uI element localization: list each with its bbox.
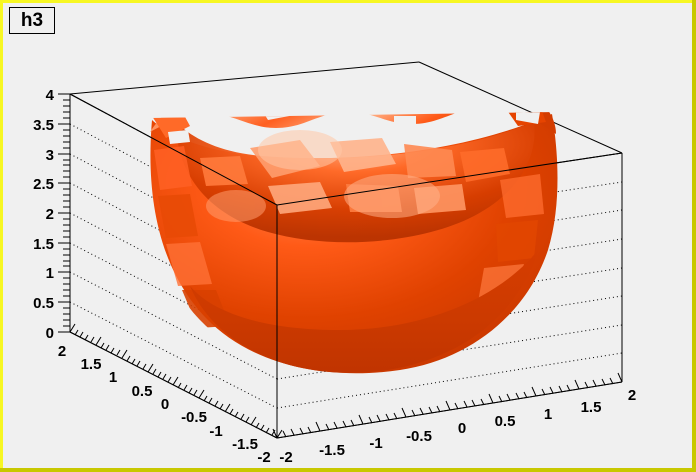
x-tick-label: 0.5	[495, 413, 516, 430]
x-axis-tick-labels: -2 -1.5 -1 -0.5 0 0.5 1 1.5 2	[279, 387, 636, 466]
x-tick-label: 0	[458, 420, 466, 437]
bounding-box-front-edges	[69, 93, 623, 438]
y-axis: 2 1.5 1 0.5 0 -0.5 -1 -1.5 -2	[58, 323, 283, 466]
y-tick-label: 0	[161, 396, 169, 413]
z-tick-label: 3.5	[33, 117, 54, 134]
z-tick-label: 4	[46, 87, 55, 104]
x-tick-label: -1	[369, 435, 382, 452]
x-axis: -2 -1.5 -1 -0.5 0 0.5 1 1.5 2	[272, 372, 636, 466]
x-tick-label: 1	[544, 406, 552, 423]
iso-surface-rim-facets	[152, 112, 546, 138]
z-tick-label: 0.5	[33, 295, 54, 312]
y-tick-label: 1.5	[81, 356, 102, 373]
x-tick-label: 2	[628, 387, 636, 404]
canvas-border-bottom	[0, 468, 696, 472]
y-tick-label: -2	[257, 449, 270, 466]
iso-surface-outer-facets	[154, 146, 544, 328]
y-tick-label: 2	[58, 343, 66, 360]
canvas-border-left	[0, 0, 3, 472]
histogram-title-box: h3	[9, 7, 55, 34]
z-tick-label: 1.5	[33, 236, 54, 253]
z-axis-tick-labels: 0 0.5 1 1.5 2 2.5 3 3.5 4	[33, 87, 55, 342]
iso-surface-bowl	[150, 112, 558, 374]
z-tick-label: 2	[46, 206, 54, 223]
iso-surface-speculars	[206, 130, 440, 222]
z-tick-label: 1	[46, 265, 54, 282]
histogram-title-text: h3	[20, 10, 44, 31]
iso-surface-rim-holes	[168, 112, 540, 144]
z-tick-label: 3	[46, 147, 54, 164]
canvas-border-right	[692, 0, 696, 472]
y-tick-label: -0.5	[181, 409, 207, 426]
z-tick-label: 0	[46, 325, 54, 342]
x-tick-label: -1.5	[319, 442, 345, 459]
y-tick-label: -1	[209, 423, 222, 440]
y-tick-label: -1.5	[232, 436, 258, 453]
x-tick-label: -2	[279, 449, 292, 466]
y-tick-label: 1	[109, 369, 117, 386]
canvas-border-top	[0, 0, 696, 3]
y-axis-tick-labels: 2 1.5 1 0.5 0 -0.5 -1 -1.5 -2	[58, 343, 271, 466]
iso-surface-top-rim	[150, 112, 556, 134]
z-tick-label: 2.5	[33, 176, 54, 193]
y-tick-label: 0.5	[132, 383, 153, 400]
x-tick-label: 1.5	[581, 399, 602, 416]
x-tick-label: -0.5	[406, 428, 432, 445]
z-axis: 0 0.5 1 1.5 2 2.5 3 3.5 4	[33, 87, 71, 342]
